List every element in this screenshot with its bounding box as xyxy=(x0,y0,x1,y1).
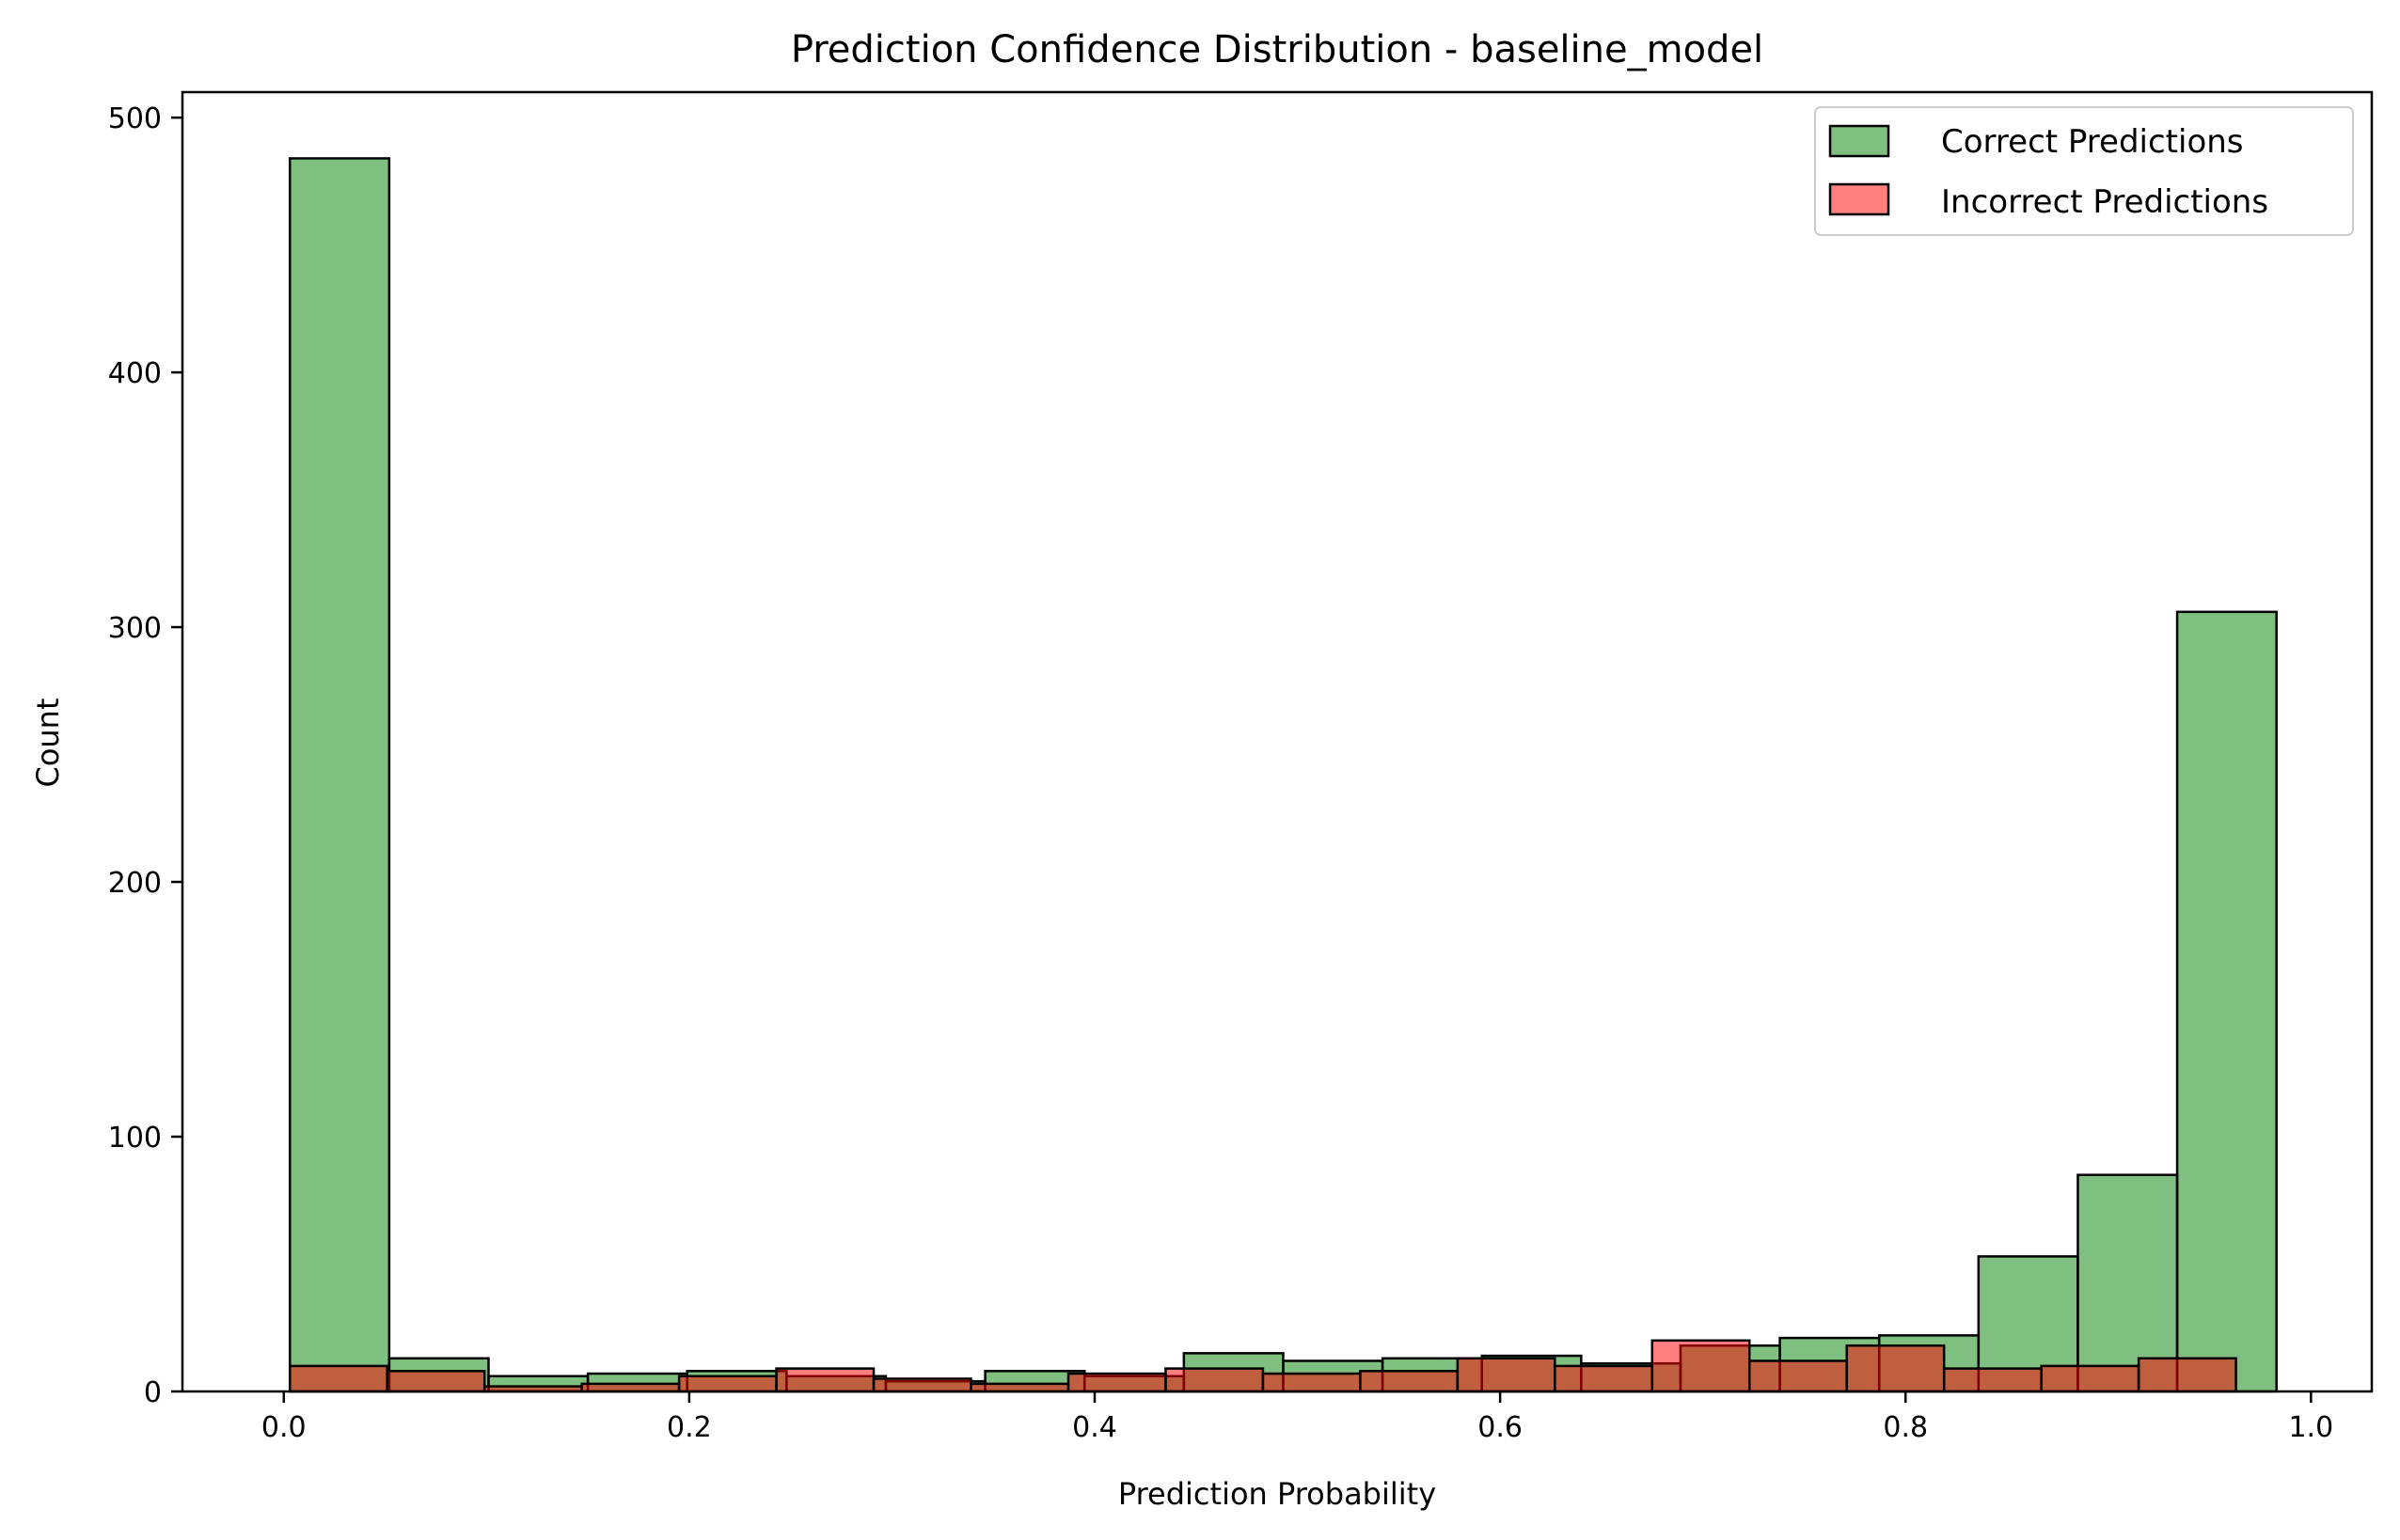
y-tick-label: 0 xyxy=(144,1376,162,1409)
bar-incorrect-10 xyxy=(1261,1372,1362,1393)
bar-incorrect-1 xyxy=(386,1370,486,1393)
bar-correct-19 xyxy=(2175,610,2278,1393)
legend-label-correct: Correct Predictions xyxy=(1941,123,2244,161)
bar-incorrect-12 xyxy=(1456,1357,1556,1393)
legend-frame xyxy=(1814,106,2354,236)
y-tick-label: 400 xyxy=(108,357,162,390)
bar-incorrect-14 xyxy=(1650,1339,1751,1393)
x-tick-label: 0.8 xyxy=(1883,1411,1928,1444)
legend-swatch-incorrect xyxy=(1828,182,1890,216)
bar-incorrect-6 xyxy=(872,1377,972,1393)
x-tick-label: 0.2 xyxy=(667,1411,712,1444)
legend-label-incorrect: Incorrect Predictions xyxy=(1941,183,2268,221)
y-tick-label: 500 xyxy=(108,102,162,135)
x-tick-label: 1.0 xyxy=(2288,1411,2333,1444)
bar-correct-0 xyxy=(288,157,391,1393)
legend-swatch-correct xyxy=(1828,124,1890,158)
bar-incorrect-5 xyxy=(775,1367,876,1393)
chart-title: Prediction Confidence Distribution - bas… xyxy=(791,28,1763,71)
bar-incorrect-11 xyxy=(1359,1370,1460,1393)
bar-incorrect-13 xyxy=(1554,1364,1654,1393)
y-tick-label: 300 xyxy=(108,612,162,645)
bars-layer xyxy=(288,157,2278,1393)
bar-incorrect-4 xyxy=(677,1375,778,1393)
y-tick-label: 200 xyxy=(108,867,162,900)
plot-frame xyxy=(181,90,2374,1393)
x-tick-label: 0.4 xyxy=(1072,1411,1117,1444)
bar-incorrect-16 xyxy=(1845,1344,1946,1393)
x-tick-label: 0.6 xyxy=(1477,1411,1523,1444)
bar-incorrect-18 xyxy=(2040,1364,2140,1393)
axes-layer: 0.0 0.2 0.4 0.6 0.8 1.0 0 100 200 300 400 500 xyxy=(108,90,2374,1444)
bar-incorrect-9 xyxy=(1164,1367,1265,1393)
x-tick-label: 0.0 xyxy=(261,1411,307,1444)
bar-incorrect-19 xyxy=(2137,1357,2237,1393)
bar-incorrect-15 xyxy=(1747,1359,1848,1393)
bar-incorrect-8 xyxy=(1066,1372,1167,1393)
x-axis-label: Prediction Probability xyxy=(1118,1476,1436,1512)
y-tick-label: 100 xyxy=(108,1122,162,1155)
bar-incorrect-17 xyxy=(1942,1367,2043,1393)
bar-incorrect-0 xyxy=(288,1364,388,1393)
y-axis-label: Count xyxy=(30,698,66,787)
legend: Correct Predictions Incorrect Prediction… xyxy=(1814,106,2354,236)
